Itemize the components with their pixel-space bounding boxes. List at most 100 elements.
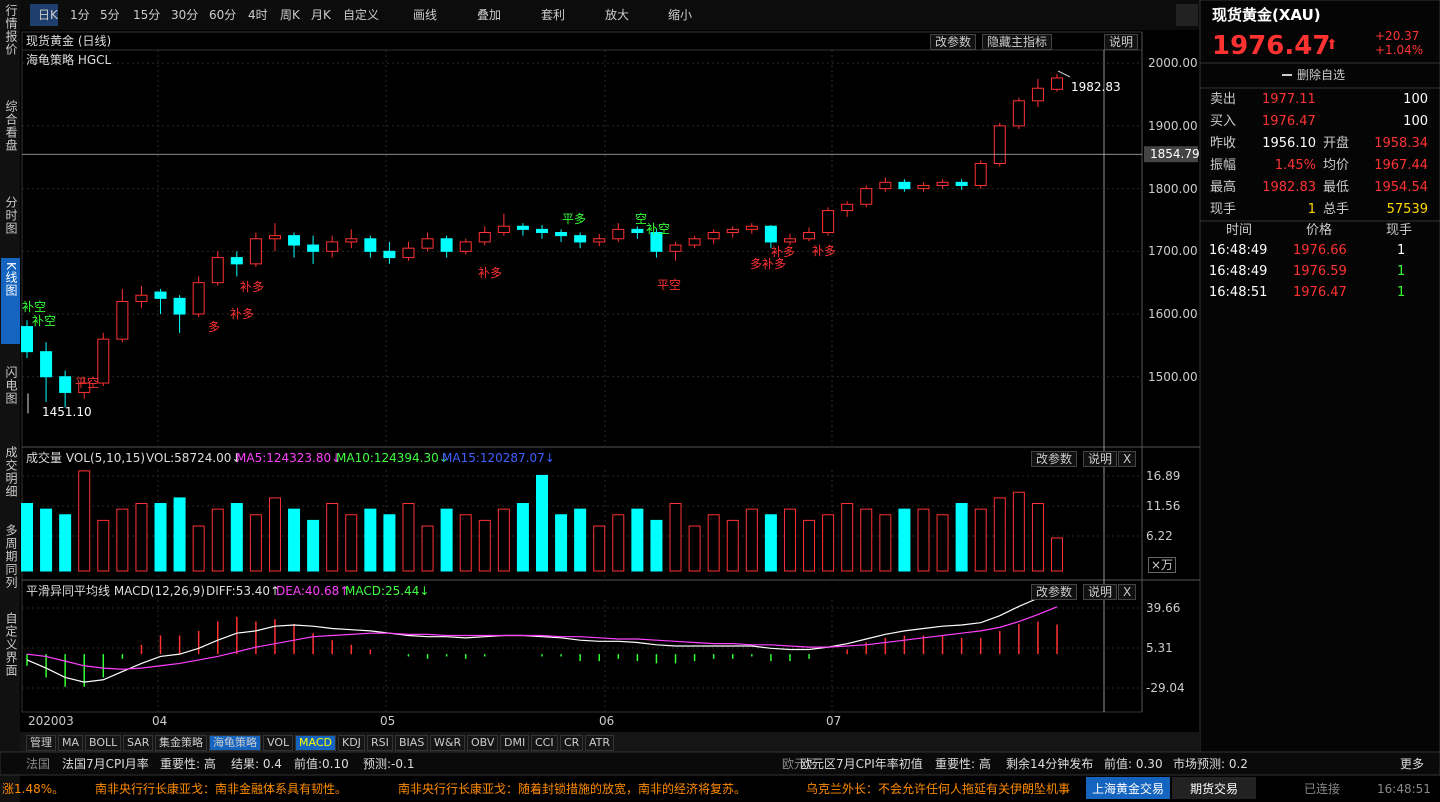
tick-price: 1976.66 [1293, 243, 1347, 258]
candle-body [631, 228, 644, 234]
tab[interactable]: MACD [295, 735, 336, 751]
tab[interactable]: CCI [531, 735, 558, 751]
tab[interactable]: VOL [263, 735, 294, 751]
toolbar-item[interactable]: 套利 [541, 8, 566, 22]
scroll-btn[interactable] [1176, 4, 1198, 26]
tab[interactable]: ATR [585, 735, 615, 751]
volume-bar [21, 503, 33, 572]
x-tick-label: 202003 [28, 714, 74, 728]
news-item: 结果: 0.4 [231, 757, 282, 771]
toolbar-item[interactable]: 缩小 [668, 8, 693, 22]
tab[interactable]: 海龟策略 [209, 735, 261, 751]
candle-body [230, 257, 243, 265]
news-item: 前值:0.10 [294, 757, 349, 771]
sidebar-tab[interactable]: 行情报价 [4, 4, 18, 56]
tab[interactable]: RSI [367, 735, 393, 751]
tick-size: 1 [1397, 264, 1406, 279]
volume-bar [345, 514, 358, 572]
volume-bar [421, 525, 434, 572]
panel-button[interactable]: 改参数 [1031, 584, 1078, 600]
candle-body [116, 300, 129, 340]
stat-label: 振幅 [1210, 158, 1237, 173]
sidebar-tab[interactable]: 分时图 [4, 196, 18, 235]
status-btn[interactable] [1172, 777, 1256, 799]
toolbar-item[interactable]: 画线 [413, 8, 438, 22]
header-button[interactable]: 隐藏主指标 [982, 34, 1053, 50]
tab[interactable]: DMI [500, 735, 530, 751]
row-price: 1976.47 [1262, 114, 1316, 129]
sidebar-tab[interactable]: 闪电图 [4, 366, 18, 405]
toolbar-item[interactable]: 周K [280, 8, 300, 22]
status-active[interactable] [1086, 777, 1170, 799]
candle-body [440, 238, 453, 252]
candle-body [593, 238, 606, 243]
volume-bar [440, 508, 453, 572]
volume-bar [211, 508, 224, 572]
sidebar-tab[interactable]: 多周期同列 [4, 524, 18, 589]
tab[interactable]: BOLL [85, 735, 122, 751]
candle-body [536, 228, 548, 234]
tab[interactable]: OBV [467, 735, 499, 751]
unit-label: ×万 [1148, 557, 1177, 573]
header-button[interactable]: 说明 [1104, 34, 1139, 50]
sidebar-tab[interactable]: 自定义界面 [4, 612, 18, 677]
volume-bar [230, 503, 243, 572]
toolbar-item[interactable]: 5分 [100, 8, 120, 22]
tab[interactable]: SAR [123, 735, 154, 751]
volume-bar [612, 514, 625, 572]
panel-button[interactable]: 改参数 [1031, 451, 1078, 467]
tab[interactable]: BIAS [395, 735, 429, 751]
tick-price: 1976.59 [1293, 264, 1347, 279]
volume-bar [936, 514, 949, 572]
volume-bar [783, 508, 796, 572]
toolbar-item[interactable]: 放大 [605, 8, 630, 22]
sidebar-tab[interactable]: 综合看盘 [4, 100, 18, 152]
panel-button[interactable]: X [1118, 451, 1137, 467]
tab[interactable]: 集金策略 [155, 735, 207, 751]
toolbar-item[interactable]: 自定义 [343, 8, 380, 22]
tick-header: 现手 [1386, 223, 1413, 238]
toolbar-item[interactable]: 叠加 [477, 8, 502, 22]
toolbar-item[interactable]: 月K [311, 8, 331, 22]
toolbar-item[interactable]: 4时 [248, 8, 268, 22]
y-tick-label: 16.89 [1146, 469, 1181, 484]
signal-label: 补空 [22, 300, 47, 314]
candle-body [936, 181, 949, 186]
stat-label: 总手 [1323, 202, 1350, 217]
signal-label: 补空 [646, 222, 671, 236]
candle-body [612, 228, 625, 240]
panel-button[interactable]: 说明 [1083, 584, 1118, 600]
candle-body [898, 181, 911, 190]
news-item: 重要性: 高 [160, 757, 216, 771]
stat-value: 57539 [1386, 202, 1428, 217]
toolbar-item[interactable]: 日K [38, 8, 58, 22]
ma-label: MA10:124394.30↓ [336, 451, 449, 465]
chart-border [21, 31, 1143, 713]
news-item: 预测:-0.1 [363, 757, 415, 771]
panel-button[interactable]: X [1118, 584, 1137, 600]
candle-body [78, 382, 91, 393]
sidebar-tab[interactable]: 成交明细 [4, 446, 18, 498]
header-button[interactable]: 改参数 [930, 34, 977, 50]
signal-label: 空 [635, 212, 648, 226]
candle-body [135, 294, 148, 302]
tab[interactable]: W&R [430, 735, 466, 751]
toolbar-item[interactable]: 30分 [171, 8, 199, 22]
volume-bar [993, 497, 1006, 572]
tab[interactable]: 管理 [26, 735, 56, 751]
toolbar-item[interactable]: 15分 [133, 8, 161, 22]
stat-value: 1 [1307, 202, 1316, 217]
tab[interactable]: KDJ [338, 735, 365, 751]
panel-button[interactable]: 说明 [1083, 451, 1118, 467]
signal-label: 补多 [478, 266, 503, 280]
toolbar-item[interactable]: 1分 [70, 8, 90, 22]
candle-body [803, 232, 816, 240]
quote-action[interactable]: 删除自选 [1297, 68, 1346, 82]
tab[interactable]: MA [58, 735, 84, 751]
candle-body [783, 238, 796, 243]
tab[interactable]: CR [560, 735, 584, 751]
toolbar-item[interactable]: 60分 [209, 8, 237, 22]
sidebar-tab[interactable]: K线图 [4, 262, 18, 297]
